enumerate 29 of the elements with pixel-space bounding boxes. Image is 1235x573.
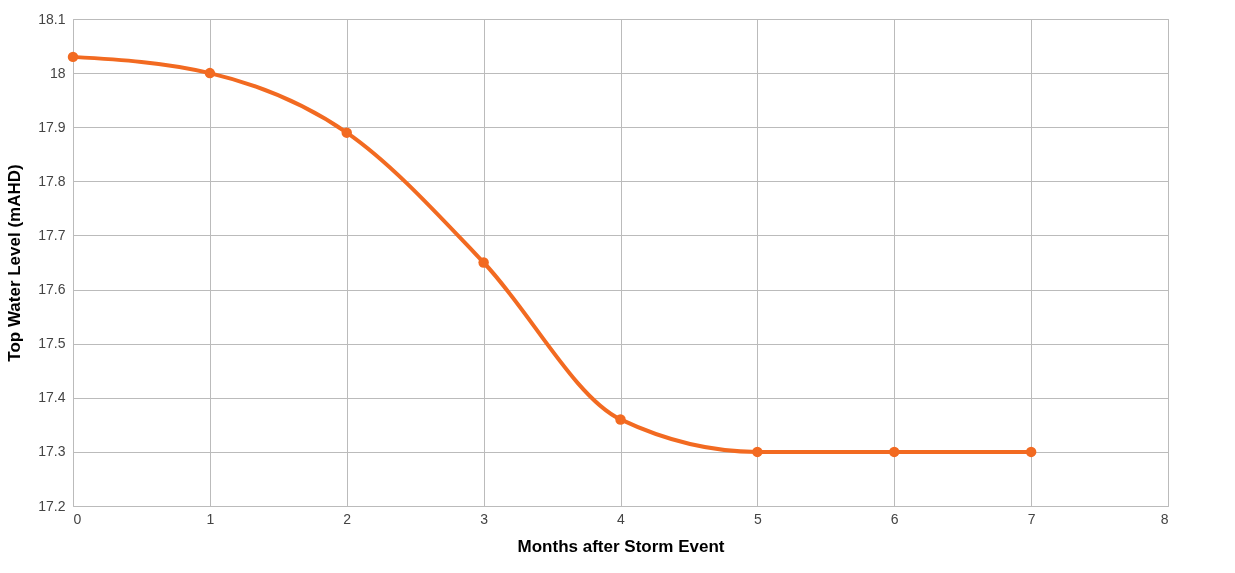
point	[478, 257, 489, 268]
y-tick-label: 17.3	[38, 443, 66, 460]
y-tick-label: 17.7	[38, 226, 66, 243]
y-tick-label: 17.6	[38, 281, 66, 298]
y-tick-label: 17.4	[38, 389, 66, 406]
point	[341, 127, 352, 138]
y-tick-label: 17.9	[38, 118, 66, 135]
y-tick-label: 18	[49, 64, 66, 81]
point	[752, 446, 763, 458]
x-tick-label: 0	[73, 510, 82, 527]
x-tick-label: 4	[617, 510, 626, 527]
point	[67, 51, 79, 63]
point	[889, 446, 900, 458]
x-tick-label: 2	[343, 510, 352, 527]
x-tick-label: 7	[1027, 510, 1036, 527]
x-tick-label: 3	[480, 510, 489, 527]
point	[615, 414, 626, 425]
y-tick-label: 17.2	[38, 497, 66, 514]
x-tick-label: 5	[753, 510, 762, 527]
y-tick-label: 17.5	[38, 335, 66, 352]
y-tick-label: 17.8	[38, 172, 66, 189]
x-tick-label: 6	[890, 510, 899, 527]
y-tick-label: 18.1	[38, 10, 66, 27]
x-tick-label: 1	[206, 510, 215, 527]
x-tick-label: 8	[1160, 510, 1169, 527]
point	[1025, 446, 1037, 458]
y-axis-title: Top Water Level (mAHD)	[5, 164, 25, 362]
x-axis-title: Months after Storm Event	[517, 536, 725, 556]
point	[204, 67, 216, 79]
